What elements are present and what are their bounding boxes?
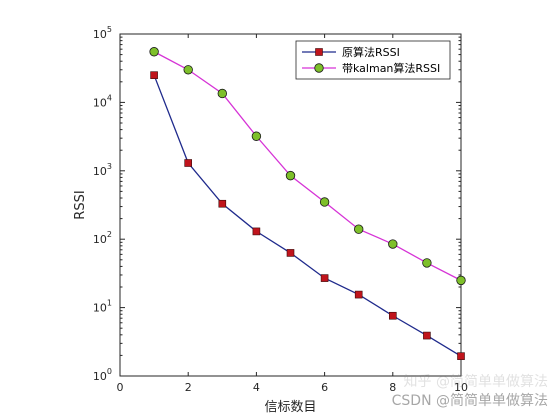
- x-axis-label: 信标数目: [264, 400, 316, 415]
- series-line: [153, 51, 462, 281]
- y-tick-label: 105: [93, 25, 112, 41]
- data-point-square: [354, 290, 363, 299]
- legend-marker-circle: [314, 63, 324, 73]
- x-tick-label: 2: [185, 381, 192, 394]
- data-point-circle: [149, 47, 159, 57]
- watermark-ghost-text: 知乎 @简简单单做算法: [404, 373, 548, 390]
- data-point-circle: [354, 224, 364, 234]
- data-point-circle: [183, 65, 193, 75]
- data-point-circle: [319, 197, 330, 207]
- watermark: 知乎 @简简单单做算法 CSDN @简简单单做算法: [392, 373, 548, 409]
- data-point-square: [218, 199, 227, 208]
- legend-label: 原算法RSSI: [342, 45, 400, 59]
- y-tick-label: 103: [93, 162, 112, 178]
- axes: 0 2 4 6 8 10 100 101 102 103 104 105: [93, 25, 468, 394]
- legend: 原算法RSSI 带kalman算法RSSI: [295, 40, 451, 80]
- legend-marker-square: [315, 48, 323, 56]
- series-1: [150, 71, 465, 360]
- plot-frame: [119, 33, 462, 377]
- data-point-square: [457, 352, 465, 360]
- x-tick-label: 10: [454, 381, 468, 394]
- data-point-circle: [251, 131, 262, 141]
- x-tick-label: 0: [117, 381, 124, 394]
- data-point-circle: [217, 88, 228, 99]
- y-tick-label: 102: [93, 230, 112, 246]
- x-tick-label: 4: [253, 381, 260, 394]
- series-2: [149, 47, 466, 286]
- legend-box: [295, 40, 451, 80]
- series-line: [153, 74, 462, 357]
- x-tick-label: 8: [389, 381, 396, 394]
- data-point-square: [423, 331, 431, 340]
- data-point-square: [184, 159, 192, 167]
- y-tick-label: 101: [93, 299, 112, 315]
- x-tick-label: 6: [321, 381, 328, 394]
- legend-entry: 原算法RSSI: [302, 45, 400, 59]
- y-tick-label: 100: [93, 367, 112, 383]
- y-tick-label: 104: [93, 93, 112, 109]
- data-point-circle: [422, 258, 432, 268]
- data-point-circle: [285, 170, 296, 181]
- watermark-text: CSDN @简简单单做算法: [392, 392, 548, 409]
- data-point-square: [286, 249, 295, 257]
- legend-entry: 带kalman算法RSSI: [302, 61, 440, 75]
- legend-label: 带kalman算法RSSI: [342, 61, 440, 75]
- data-point-square: [320, 274, 329, 282]
- data-point-square: [252, 227, 261, 236]
- data-point-square: [388, 311, 397, 320]
- data-point-circle: [388, 239, 398, 249]
- data-point-square: [150, 71, 158, 79]
- series-layer: [149, 47, 466, 360]
- axis-labels: 信标数目 RSSI: [73, 190, 317, 415]
- data-point-circle: [456, 275, 466, 286]
- y-axis-label: RSSI: [73, 190, 88, 219]
